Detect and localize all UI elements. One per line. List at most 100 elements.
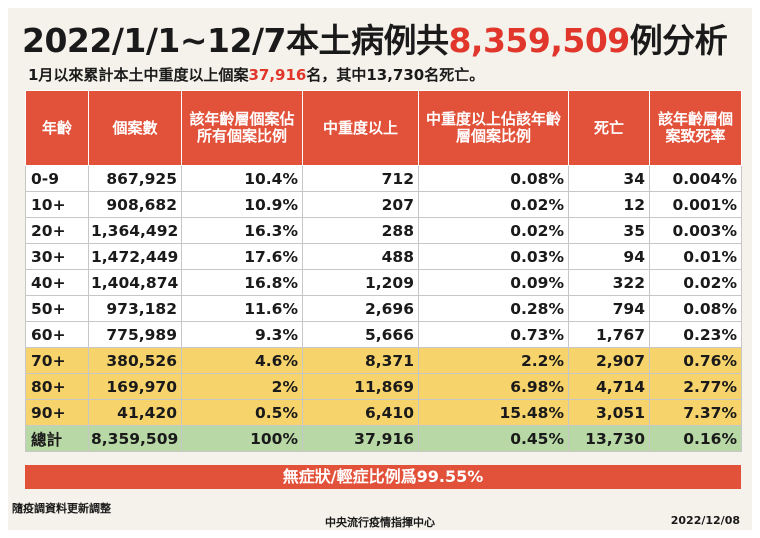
cell-cfr: 0.16% [649,425,742,452]
cell-severe: 5,666 [302,321,419,348]
cell-share: 17.6% [181,243,303,270]
cell-share: 16.3% [181,217,303,244]
cell-cases: 41,420 [88,399,182,426]
cell-severe: 6,410 [302,399,419,426]
cell-age: 20+ [25,217,89,244]
cell-severe-pct: 15.48% [418,399,569,426]
cell-severe-pct: 0.09% [418,269,569,296]
cell-severe-pct: 0.45% [418,425,569,452]
cell-cases: 908,682 [88,191,182,218]
cell-deaths: 2,907 [568,347,650,374]
cell-age: 50+ [25,295,89,322]
cell-severe: 207 [302,191,419,218]
cell-severe: 712 [302,165,419,192]
cell-severe-pct: 2.2% [418,347,569,374]
cell-deaths: 12 [568,191,650,218]
cell-cfr: 2.77% [649,373,742,400]
table-row: 90+ 41,420 0.5% 6,410 15.48% 3,051 7.37% [25,399,742,426]
cell-cases: 169,970 [88,373,182,400]
table-header-row: 年齡 個案數 該年齡層個案佔所有個案比例 中重度以上 中重度以上佔該年齡層個案比… [25,90,742,166]
footnote: 隨疫調資料更新調整 [12,502,111,515]
header-cfr: 該年齡層個案致死率 [649,90,742,166]
cell-share: 16.8% [181,269,303,296]
cell-share: 2% [181,373,303,400]
title-prefix: 2022/1/1~12/7本土病例共 [22,21,449,60]
page-title: 2022/1/1~12/7本土病例共8,359,509例分析 [22,14,742,62]
cell-share: 11.6% [181,295,303,322]
cell-deaths: 35 [568,217,650,244]
cell-age: 70+ [25,347,89,374]
cell-severe-pct: 0.73% [418,321,569,348]
cell-cases: 380,526 [88,347,182,374]
cell-severe-pct: 0.02% [418,191,569,218]
cell-cfr: 0.004% [649,165,742,192]
title-suffix: 例分析 [629,21,728,60]
cell-cfr: 0.76% [649,347,742,374]
header-share: 該年齡層個案佔所有個案比例 [181,90,303,166]
cell-severe-pct: 6.98% [418,373,569,400]
cell-total-label: 總計 [25,425,89,452]
title-total-cases: 8,359,509 [448,21,630,60]
cell-cases: 8,359,509 [88,425,182,452]
publish-date: 2022/12/08 [670,514,740,527]
subtitle: 1月以來累計本土中重度以上個案37,916名，其中13,730名死亡。 [28,64,748,85]
cell-severe: 1,209 [302,269,419,296]
cell-cfr: 0.02% [649,269,742,296]
table-row: 70+ 380,526 4.6% 8,371 2.2% 2,907 0.76% [25,347,742,374]
header-deaths: 死亡 [568,90,650,166]
cell-severe: 488 [302,243,419,270]
cell-share: 100% [181,425,303,452]
cell-severe: 2,696 [302,295,419,322]
table-row: 60+ 775,989 9.3% 5,666 0.73% 1,767 0.23% [25,321,742,348]
asymptomatic-banner: 無症狀/輕症比例爲99.55% [25,465,741,489]
cell-deaths: 1,767 [568,321,650,348]
cell-severe-pct: 0.03% [418,243,569,270]
cell-severe: 288 [302,217,419,244]
header-severe: 中重度以上 [302,90,419,166]
cell-age: 60+ [25,321,89,348]
age-analysis-table: 年齡 個案數 該年齡層個案佔所有個案比例 中重度以上 中重度以上佔該年齡層個案比… [25,90,742,452]
cell-age: 90+ [25,399,89,426]
cell-severe-pct: 0.02% [418,217,569,244]
header-severe-pct: 中重度以上佔該年齡層個案比例 [418,90,569,166]
cell-cfr: 0.01% [649,243,742,270]
cell-deaths: 4,714 [568,373,650,400]
organization-name: 中央流行疫情指揮中心 [325,516,435,529]
cell-share: 10.4% [181,165,303,192]
cell-share: 10.9% [181,191,303,218]
table-row: 40+ 1,404,874 16.8% 1,209 0.09% 322 0.02… [25,269,742,296]
cell-age: 80+ [25,373,89,400]
table-row: 50+ 973,182 11.6% 2,696 0.28% 794 0.08% [25,295,742,322]
cell-cases: 1,472,449 [88,243,182,270]
cell-deaths: 3,051 [568,399,650,426]
table-total-row: 總計 8,359,509 100% 37,916 0.45% 13,730 0.… [25,425,742,452]
cell-age: 30+ [25,243,89,270]
cell-severe: 8,371 [302,347,419,374]
cell-cfr: 0.001% [649,191,742,218]
table-row: 10+ 908,682 10.9% 207 0.02% 12 0.001% [25,191,742,218]
cell-severe: 11,869 [302,373,419,400]
cell-cases: 973,182 [88,295,182,322]
cell-age: 0-9 [25,165,89,192]
table-row: 0-9 867,925 10.4% 712 0.08% 34 0.004% [25,165,742,192]
cell-deaths: 322 [568,269,650,296]
cell-share: 0.5% [181,399,303,426]
cell-cases: 1,364,492 [88,217,182,244]
cell-age: 40+ [25,269,89,296]
cell-cases: 775,989 [88,321,182,348]
cell-cases: 1,404,874 [88,269,182,296]
table-row: 80+ 169,970 2% 11,869 6.98% 4,714 2.77% [25,373,742,400]
subtitle-severe-count: 37,916 [248,66,307,84]
table-row: 20+ 1,364,492 16.3% 288 0.02% 35 0.003% [25,217,742,244]
cell-deaths: 34 [568,165,650,192]
subtitle-prefix: 1月以來累計本土中重度以上個案 [28,66,249,84]
cell-cfr: 7.37% [649,399,742,426]
cell-share: 9.3% [181,321,303,348]
header-cases: 個案數 [88,90,182,166]
cell-deaths: 94 [568,243,650,270]
cell-severe-pct: 0.08% [418,165,569,192]
cell-age: 10+ [25,191,89,218]
cell-deaths: 13,730 [568,425,650,452]
cell-share: 4.6% [181,347,303,374]
header-age: 年齡 [25,90,89,166]
